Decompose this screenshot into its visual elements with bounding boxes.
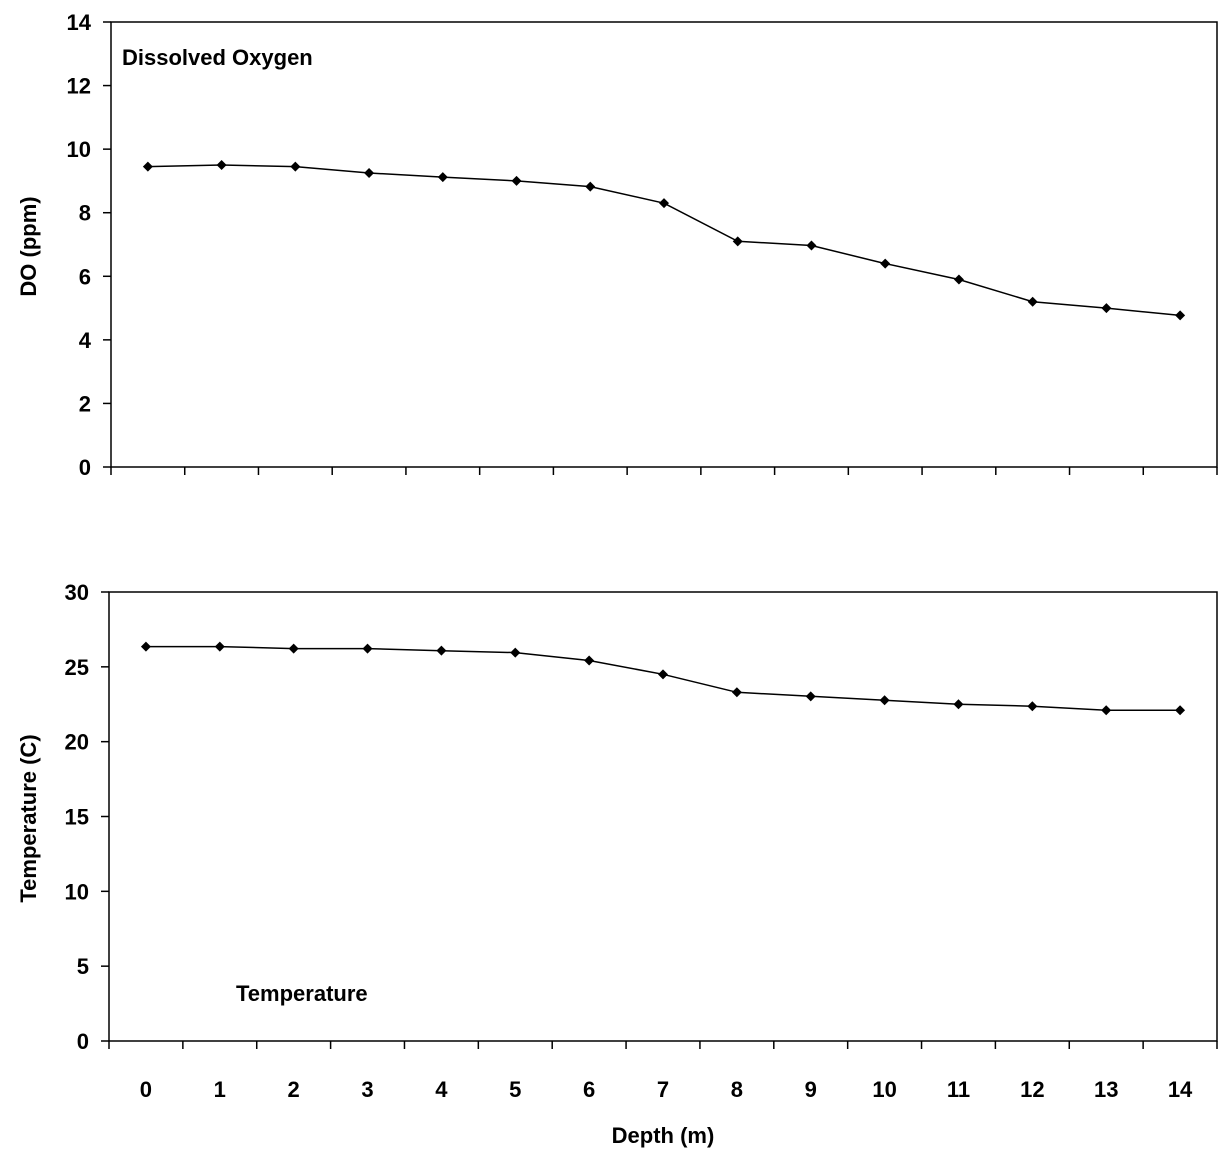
data-point [658, 669, 668, 680]
x-tick-label: 9 [805, 1077, 817, 1102]
x-tick-label: 12 [1020, 1077, 1044, 1102]
x-tick-label: 5 [509, 1077, 521, 1102]
y-tick-label: 10 [65, 879, 89, 904]
chart-annotation: Dissolved Oxygen [122, 45, 313, 70]
y-tick-label: 30 [65, 580, 89, 605]
data-point [659, 198, 669, 209]
data-point [880, 258, 891, 269]
data-point [732, 236, 743, 247]
y-tick-label: 25 [65, 655, 89, 680]
x-tick-label: 0 [140, 1077, 152, 1102]
data-point [731, 687, 742, 698]
y-tick-label: 15 [65, 805, 89, 830]
data-point [1027, 296, 1038, 307]
data-point [511, 175, 522, 186]
data-point [362, 643, 373, 654]
data-point [953, 274, 964, 285]
y-tick-label: 14 [67, 10, 92, 35]
y-tick-label: 0 [77, 1029, 89, 1054]
data-point [510, 647, 521, 658]
x-axis-title: Depth (m) [612, 1123, 715, 1148]
dissolved-oxygen-chart: 0 2 4 6 8 10 12 14 DO (ppm) Dissolved Oxygen [16, 10, 1218, 480]
x-tick-label: 14 [1168, 1077, 1193, 1102]
x-tick-label: 8 [731, 1077, 743, 1102]
y-tick-label: 10 [67, 137, 91, 162]
data-point [1175, 310, 1186, 321]
x-tick-label: 1 [214, 1077, 226, 1102]
data-point [364, 167, 375, 178]
x-tick-label: 6 [583, 1077, 595, 1102]
y-tick-label: 12 [67, 74, 91, 99]
data-point [288, 643, 299, 654]
y-tick-label: 5 [77, 954, 89, 979]
data-point [436, 645, 447, 656]
data-point [437, 172, 448, 183]
chart-annotation: Temperature [236, 981, 368, 1006]
x-tick-label: 4 [435, 1077, 448, 1102]
data-point [142, 161, 153, 172]
data-point [140, 641, 151, 652]
plot-frame [108, 591, 1218, 1042]
data-point [953, 699, 964, 710]
x-tick-label: 10 [872, 1077, 896, 1102]
data-point [1101, 303, 1112, 314]
y-tick-label: 0 [79, 455, 91, 480]
data-point [214, 641, 225, 652]
data-point [1101, 705, 1112, 716]
x-tick-label: 13 [1094, 1077, 1118, 1102]
data-point [879, 695, 890, 706]
series-line [147, 164, 1181, 317]
y-tick-label: 8 [79, 201, 91, 226]
x-tick-label: 7 [657, 1077, 669, 1102]
x-tick-label: 2 [288, 1077, 300, 1102]
y-tick-label: 2 [79, 391, 91, 416]
plot-frame [110, 21, 1218, 468]
data-point [584, 655, 595, 666]
data-point [806, 240, 817, 251]
y-tick-label: 20 [65, 730, 89, 755]
y-axis-title: Temperature (C) [16, 734, 41, 902]
x-tick-label: 3 [361, 1077, 373, 1102]
data-point [290, 161, 301, 172]
data-point [805, 691, 816, 702]
data-point [585, 181, 596, 192]
y-tick-label: 6 [79, 264, 91, 289]
x-tick-label: 11 [947, 1077, 970, 1102]
data-point [216, 160, 227, 171]
data-point [1027, 701, 1038, 712]
data-point [1175, 705, 1186, 716]
y-tick-label: 4 [79, 328, 92, 353]
y-axis-title: DO (ppm) [16, 196, 41, 296]
